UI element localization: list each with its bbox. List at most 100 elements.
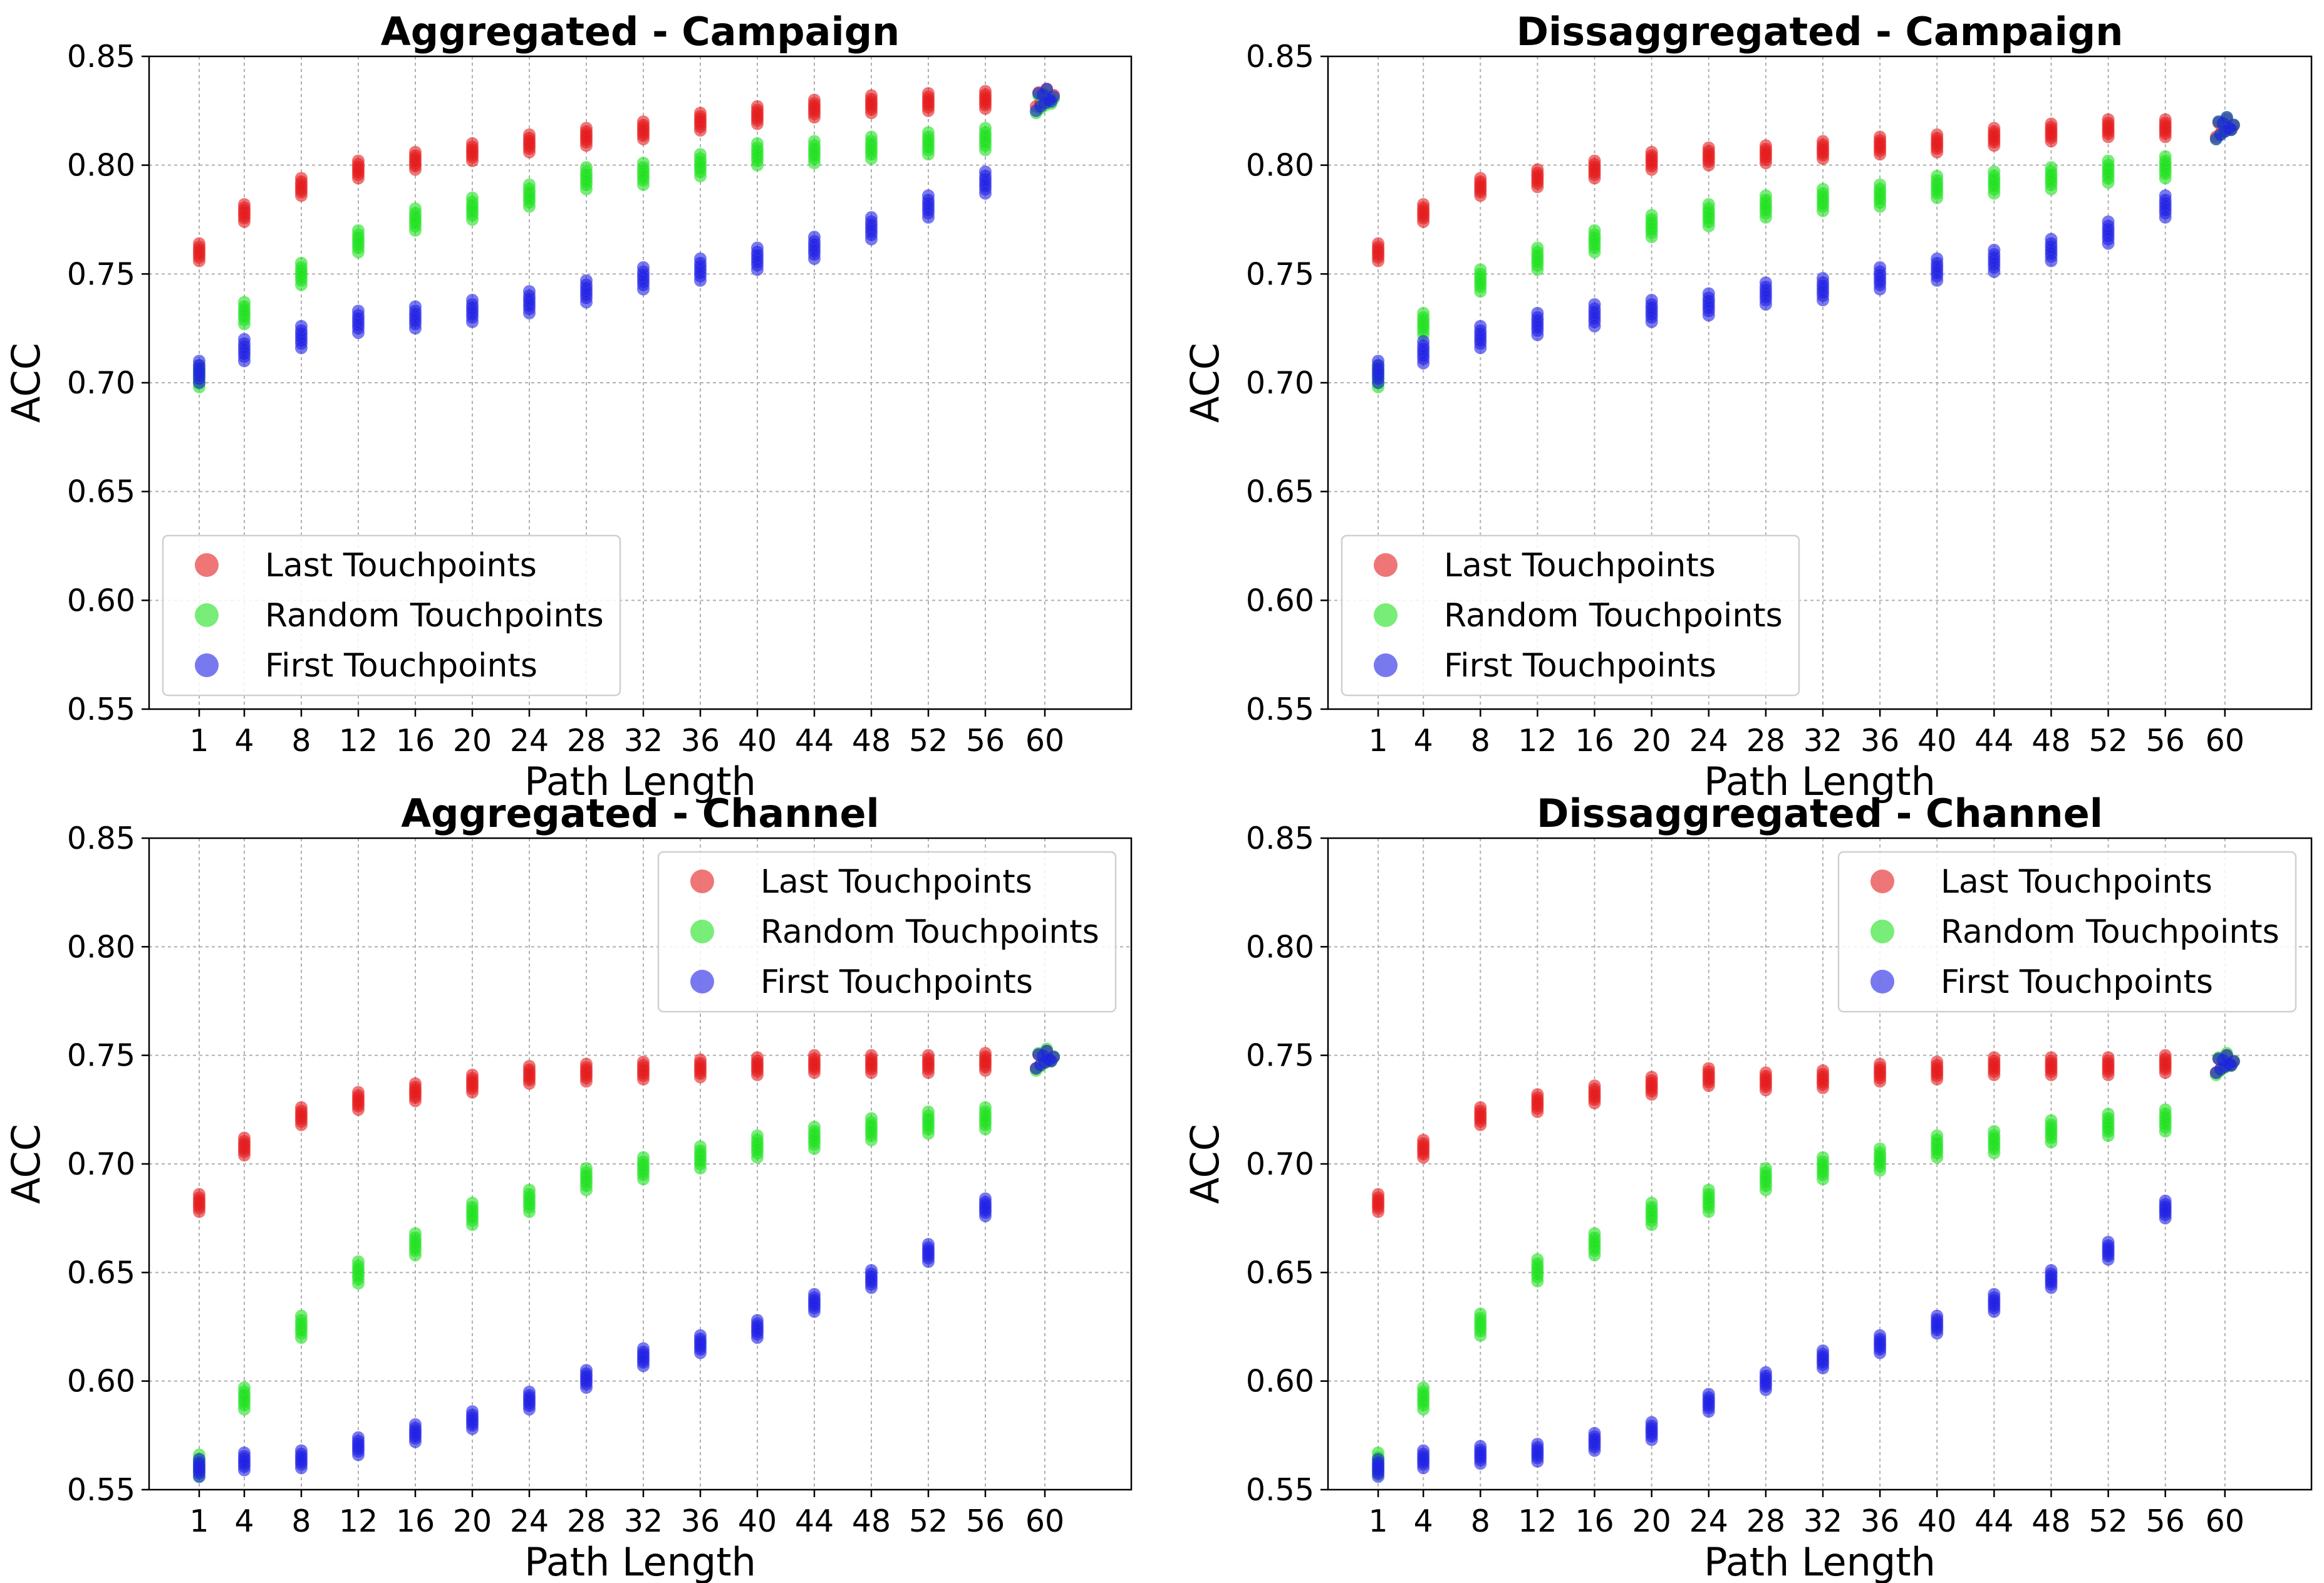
data-point (295, 1101, 308, 1114)
data-point (193, 237, 205, 250)
y-tick-label: 0.70 (1246, 1146, 1314, 1182)
y-tick-label: 0.70 (1246, 365, 1314, 401)
x-tick-label: 1 (1369, 723, 1388, 759)
x-tick-label: 48 (852, 1503, 891, 1539)
legend-label: Random Touchpoints (265, 597, 604, 635)
data-point (694, 148, 707, 161)
data-point (1931, 1309, 1944, 1322)
x-tick-label: 32 (1803, 1503, 1842, 1539)
data-point (865, 1049, 878, 1062)
chart-panel-1: 0.550.600.650.700.750.800.851 4 8 12 16 20 24 2… (1182, 9, 2313, 804)
data-point (637, 1342, 650, 1355)
data-point (2159, 150, 2172, 163)
y-tick-label: 0.75 (67, 256, 135, 292)
chart-panel-2: 0.550.600.650.700.750.800.851 4 8 12 16 20 24 2… (3, 791, 1133, 1583)
data-point (2102, 1051, 2115, 1064)
data-point (193, 355, 205, 368)
x-tick-label: 20 (1632, 1503, 1671, 1539)
data-point (1037, 1049, 1049, 1062)
y-tick-label: 0.75 (1246, 256, 1314, 292)
data-point (1474, 319, 1487, 333)
data-point (352, 154, 365, 167)
data-point (352, 1431, 365, 1444)
chart-title: Aggregated - Channel (401, 791, 879, 836)
series-2-points (1372, 1049, 2240, 1483)
data-point (1702, 198, 1715, 211)
data-point (238, 1446, 251, 1460)
x-tick-label: 52 (909, 1503, 948, 1539)
data-point (1702, 1062, 1715, 1075)
x-tick-label: 44 (1974, 723, 2013, 759)
x-tick-label: 48 (2031, 723, 2070, 759)
data-point (523, 178, 536, 191)
data-point (1988, 1288, 2001, 1300)
x-tick-label: 56 (966, 723, 1005, 759)
x-axis-label: Path Length (524, 759, 756, 804)
data-point (580, 1364, 593, 1377)
legend-box (1341, 534, 1800, 697)
legend: Last Touchpoints Random Touchpoints First … (162, 534, 621, 697)
data-point (409, 1077, 422, 1090)
x-tick-label: 8 (1471, 1503, 1490, 1539)
data-point (1417, 1381, 1430, 1394)
y-tick-label: 0.85 (1246, 39, 1314, 75)
legend-label: First Touchpoints (1444, 647, 1716, 685)
y-tick-label: 0.85 (67, 39, 135, 75)
x-tick-label: 48 (852, 723, 891, 759)
data-point (2159, 189, 2172, 202)
data-point (1931, 128, 1944, 142)
x-tick-label: 44 (795, 1503, 834, 1539)
data-point (2102, 1108, 2115, 1121)
legend-marker (1870, 920, 1894, 943)
data-point (409, 1227, 422, 1240)
data-point (1531, 163, 1544, 176)
x-tick-label: 32 (1803, 723, 1842, 759)
series-0-points (1372, 1049, 2240, 1218)
data-point (295, 256, 308, 269)
data-point (1037, 88, 1049, 101)
data-point (466, 1068, 479, 1081)
data-point (2045, 1051, 2058, 1064)
y-tick-label: 0.80 (67, 929, 135, 965)
data-point (1531, 1438, 1544, 1451)
chart-title: Aggregated - Campaign (381, 9, 900, 54)
data-point (2159, 113, 2172, 126)
series-1-points (193, 85, 1060, 393)
data-point (1588, 224, 1601, 237)
chart-title: Dissaggregated - Channel (1537, 791, 2103, 836)
x-tick-label: 28 (567, 1503, 606, 1539)
data-point (808, 231, 821, 244)
y-axis-label: ACC (3, 343, 49, 423)
data-point (1874, 178, 1887, 191)
x-tick-label: 52 (909, 723, 948, 759)
data-point (1645, 209, 1658, 222)
data-point (979, 85, 992, 98)
data-point (694, 252, 707, 266)
data-point (352, 224, 365, 237)
chart-panel-3: 0.550.600.650.700.750.800.851 4 8 12 16 20 24 2… (1182, 791, 2313, 1583)
x-tick-label: 56 (2146, 1503, 2185, 1539)
data-point (1759, 1366, 1772, 1379)
x-tick-label: 4 (234, 1503, 254, 1539)
y-tick-label: 0.55 (1246, 692, 1314, 727)
data-point (580, 274, 593, 287)
data-point (523, 1183, 536, 1196)
x-tick-label: 16 (1575, 1503, 1614, 1539)
data-point (1417, 198, 1430, 211)
y-axis-label: ACC (1182, 343, 1228, 423)
data-point (466, 1196, 479, 1210)
data-point (1988, 165, 2001, 179)
data-point (466, 294, 479, 307)
data-point (1588, 1426, 1601, 1440)
data-point (865, 1264, 878, 1277)
x-tick-label: 52 (2088, 723, 2127, 759)
data-point (979, 122, 992, 135)
data-point (1474, 1307, 1487, 1321)
legend-marker (1374, 653, 1398, 677)
data-point (1645, 145, 1658, 158)
data-point (2045, 1114, 2058, 1127)
data-point (922, 87, 935, 100)
x-tick-label: 56 (2146, 723, 2185, 759)
x-tick-label: 40 (1917, 1503, 1956, 1539)
data-point (1588, 154, 1601, 167)
